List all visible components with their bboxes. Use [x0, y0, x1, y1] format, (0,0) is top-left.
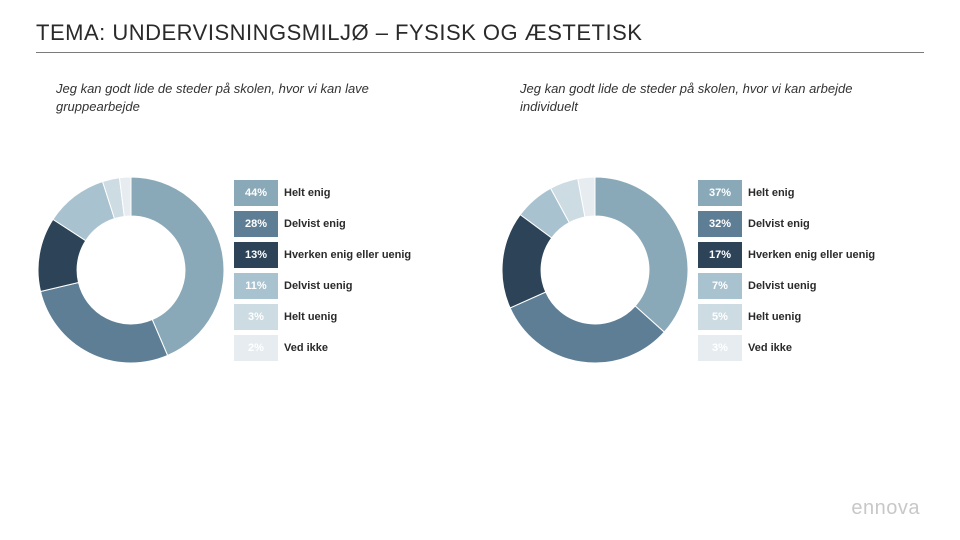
legend-row: 3% Helt uenig: [234, 304, 460, 330]
legend-label: Helt uenig: [284, 311, 337, 323]
legend-pct-box: 5%: [698, 304, 742, 330]
legend-pct-box: 7%: [698, 273, 742, 299]
legend-label: Helt enig: [284, 187, 330, 199]
legend-pct-box: 3%: [698, 335, 742, 361]
legend-pct-box: 17%: [698, 242, 742, 268]
donut-chart: [500, 175, 690, 365]
legend-label: Delvist uenig: [284, 280, 352, 292]
chart-subtitle: Jeg kan godt lide de steder på skolen, h…: [520, 80, 900, 115]
legend-row: 17% Hverken enig eller uenig: [698, 242, 924, 268]
legend-row: 28% Delvist enig: [234, 211, 460, 237]
brand-logo: ennova: [851, 497, 920, 520]
legend-pct-box: 44%: [234, 180, 278, 206]
legend-label: Ved ikke: [748, 342, 792, 354]
legend-label: Delvist enig: [284, 218, 346, 230]
charts-container: Jeg kan godt lide de steder på skolen, h…: [36, 80, 924, 365]
legend-label: Delvist enig: [748, 218, 810, 230]
page-title: TEMA: UNDERVISNINGSMILJØ – FYSISK OG ÆST…: [36, 20, 642, 46]
legend-pct-box: 2%: [234, 335, 278, 361]
legend-pct-box: 3%: [234, 304, 278, 330]
legend-pct-box: 28%: [234, 211, 278, 237]
chart-legend: 37% Helt enig 32% Delvist enig 17% Hverken en…: [698, 180, 924, 361]
legend-row: 32% Delvist enig: [698, 211, 924, 237]
legend-row: 11% Delvist uenig: [234, 273, 460, 299]
chart-block-right: Jeg kan godt lide de steder på skolen, h…: [500, 80, 924, 365]
legend-row: 5% Helt uenig: [698, 304, 924, 330]
donut-slice: [595, 177, 688, 332]
donut-slice: [41, 283, 168, 364]
legend-row: 44% Helt enig: [234, 180, 460, 206]
legend-row: 7% Delvist uenig: [698, 273, 924, 299]
legend-row: 2% Ved ikke: [234, 335, 460, 361]
legend-label: Helt uenig: [748, 311, 801, 323]
chart-block-left: Jeg kan godt lide de steder på skolen, h…: [36, 80, 460, 365]
chart-row: 37% Helt enig 32% Delvist enig 17% Hverken en…: [500, 175, 924, 365]
legend-pct-box: 11%: [234, 273, 278, 299]
legend-pct-box: 32%: [698, 211, 742, 237]
legend-pct-box: 37%: [698, 180, 742, 206]
chart-subtitle: Jeg kan godt lide de steder på skolen, h…: [56, 80, 436, 115]
legend-row: 37% Helt enig: [698, 180, 924, 206]
legend-label: Helt enig: [748, 187, 794, 199]
chart-row: 44% Helt enig 28% Delvist enig 13% Hverken en…: [36, 175, 460, 365]
donut-chart: [36, 175, 226, 365]
legend-label: Hverken enig eller uenig: [748, 249, 875, 261]
legend-row: 3% Ved ikke: [698, 335, 924, 361]
legend-row: 13% Hverken enig eller uenig: [234, 242, 460, 268]
legend-label: Hverken enig eller uenig: [284, 249, 411, 261]
legend-label: Ved ikke: [284, 342, 328, 354]
legend-pct-box: 13%: [234, 242, 278, 268]
chart-legend: 44% Helt enig 28% Delvist enig 13% Hverken en…: [234, 180, 460, 361]
legend-label: Delvist uenig: [748, 280, 816, 292]
title-underline: [36, 52, 924, 53]
